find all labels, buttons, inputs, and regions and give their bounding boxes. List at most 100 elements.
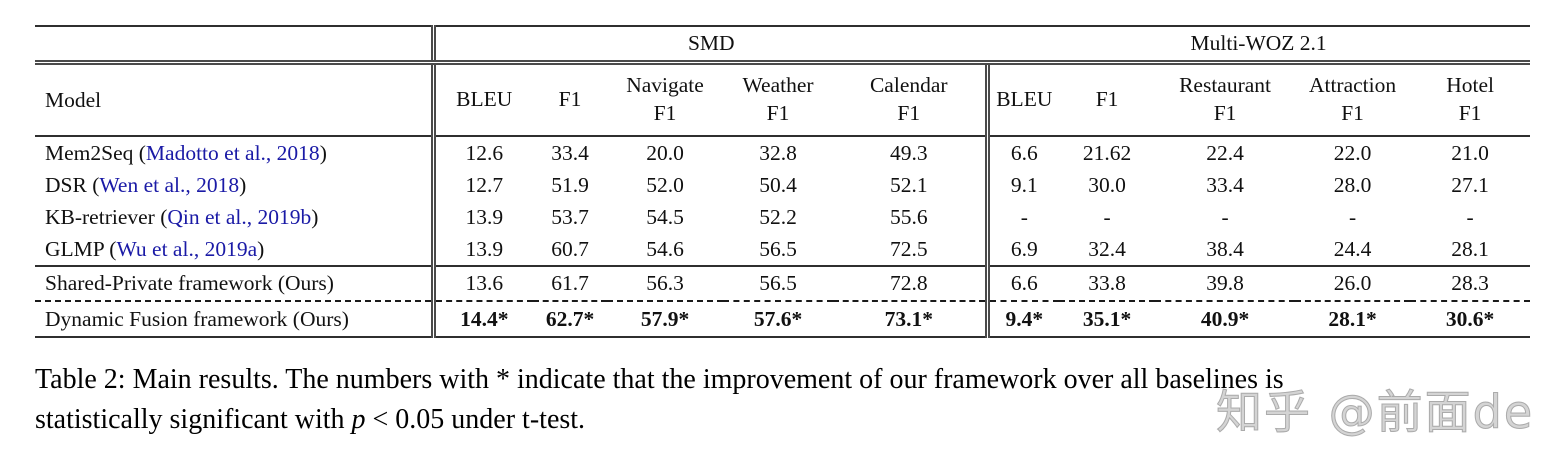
table-cell: - [984, 201, 1060, 233]
smd-section-header: SMD [430, 26, 988, 65]
citation-link[interactable]: Qin et al., 2019b [167, 204, 312, 229]
caption-text: < 0.05 under t-test. [365, 404, 586, 435]
header-line: Calendar [869, 73, 948, 98]
table-cell: 35.1* [1059, 300, 1156, 338]
table-cell: 6.6 [984, 136, 1060, 169]
model-name: KB-retriever ( [45, 204, 168, 229]
model-name-close: ) [257, 236, 265, 261]
table-cell: 56.5 [759, 236, 797, 261]
table-row-mem2seq: Mem2Seq (Madotto et al., 2018) 12.6 33.4… [35, 136, 1530, 169]
table-cell: 28.1 [1451, 236, 1489, 261]
table-cell: 27.1 [1451, 172, 1489, 197]
blank-header-cell [35, 26, 433, 65]
table-cell: 33.4 [551, 140, 589, 165]
header-smd-navigate-f1: Navigate F1 [607, 62, 723, 137]
table-cell: 56.5 [723, 265, 833, 301]
table-cell: - [1103, 204, 1111, 229]
model-name-close: ) [311, 204, 319, 229]
header-line: F1 [766, 101, 790, 125]
caption-line-1: Table 2: Main results. The numbers with … [35, 364, 1284, 395]
table-cell: 57.6* [723, 300, 833, 338]
table-cell: 24.4 [1333, 236, 1372, 261]
table-cell: 28.0 [1333, 172, 1372, 197]
table-cell: 73.1* [833, 300, 988, 338]
table-cell: 14.4* [430, 300, 533, 338]
header-smd-bleu: BLEU [430, 62, 533, 137]
table-cell: 52.0 [646, 172, 684, 197]
table-cell: 33.8 [1059, 265, 1156, 301]
table-cell: 13.9 [430, 233, 533, 266]
citation-link[interactable]: Wen et al., 2018 [99, 172, 240, 197]
header-line: F1 [1213, 101, 1237, 125]
table-row-glmp: GLMP (Wu et al., 2019a) 13.9 60.7 54.6 5… [35, 233, 1530, 266]
table-row-dynamic-fusion: Dynamic Fusion framework (Ours) 14.4* 62… [35, 300, 1531, 338]
table-cell: 51.9 [551, 172, 589, 197]
table-cell: 13.6 [430, 265, 533, 301]
header-smd-calendar-f1: Calendar F1 [833, 62, 988, 137]
table-cell: 50.4 [759, 172, 797, 197]
table-cell: 12.7 [430, 169, 533, 201]
table-cell: 6.6 [984, 265, 1060, 301]
header-line: Weather [742, 73, 814, 98]
table-cell: 57.9* [607, 300, 723, 338]
header-line: BLEU [996, 87, 1053, 112]
header-line: F1 [653, 101, 677, 125]
table-cell: 62.7* [533, 300, 607, 338]
table-cell: 54.5 [646, 204, 684, 229]
table-cell: 22.0 [1333, 140, 1372, 165]
header-mwoz-restaurant-f1: Restaurant F1 [1155, 62, 1296, 137]
header-line: BLEU [456, 87, 513, 112]
table-cell: 55.6 [889, 204, 928, 229]
header-mwoz-attraction-f1: Attraction F1 [1295, 62, 1411, 137]
model-name-cell: Shared-Private framework (Ours) [35, 265, 433, 301]
header-mwoz-f1: F1 [1059, 62, 1156, 137]
table-cell: 13.9 [430, 201, 533, 233]
p-value-symbol: p [351, 404, 366, 435]
table-cell: 61.7 [533, 265, 607, 301]
table-cell: 22.4 [1206, 140, 1244, 165]
header-smd-weather-f1: Weather F1 [723, 62, 833, 137]
model-name: GLMP ( [45, 236, 117, 261]
table-cell: 28.1* [1295, 300, 1411, 338]
table-cell: 21.62 [1082, 140, 1132, 165]
citation-link[interactable]: Wu et al., 2019a [116, 236, 258, 261]
model-name-cell: GLMP (Wu et al., 2019a) [35, 233, 433, 266]
table-cell: 52.1 [889, 172, 928, 197]
table-cell: 56.3 [607, 265, 723, 301]
model-name: Mem2Seq ( [45, 140, 146, 165]
table-cell: - [1221, 204, 1229, 229]
table-caption: Table 2: Main results. The numbers with … [35, 360, 1545, 440]
column-header-row: Model BLEU F1 Navigate F1 Weather F1 Calen… [35, 62, 1531, 137]
header-line: Restaurant [1179, 73, 1272, 98]
table-cell: 52.2 [759, 204, 797, 229]
model-name: Shared-Private framework (Ours) [45, 271, 334, 295]
header-line: F1 [558, 87, 582, 112]
zhihu-watermark: 知乎 @前面de [1215, 385, 1535, 440]
table-cell: 72.8 [833, 265, 988, 301]
model-name-close: ) [239, 172, 247, 197]
table-cell: - [1466, 204, 1474, 229]
model-name-cell: Mem2Seq (Madotto et al., 2018) [35, 136, 433, 169]
citation-link[interactable]: Madotto et al., 2018 [145, 140, 320, 165]
table-cell: 33.4 [1206, 172, 1244, 197]
caption-line-2: statistically significant with p < 0.05 … [35, 400, 1545, 440]
header-line: Hotel [1446, 73, 1494, 98]
header-line: F1 [1095, 87, 1119, 112]
header-line: F1 [897, 101, 921, 125]
table-cell: - [1348, 204, 1357, 229]
header-line: Attraction [1308, 73, 1397, 98]
mwoz-section-header: Multi-WOZ 2.1 [987, 26, 1531, 65]
table-cell: 53.7 [551, 204, 589, 229]
model-name-close: ) [319, 140, 327, 165]
table-cell: 32.8 [759, 140, 797, 165]
table-cell: 6.9 [984, 233, 1060, 266]
table-cell: 32.4 [1088, 236, 1126, 261]
model-column-header: Model [35, 62, 433, 137]
model-name-cell: KB-retriever (Qin et al., 2019b) [35, 201, 433, 233]
table-cell: 60.7 [551, 236, 589, 261]
table-cell: 30.0 [1088, 172, 1126, 197]
dataset-header-row: SMD Multi-WOZ 2.1 [35, 26, 1531, 65]
table-row-shared-private: Shared-Private framework (Ours) 13.6 61.… [35, 265, 1531, 301]
table-cell: 9.4* [984, 300, 1060, 338]
